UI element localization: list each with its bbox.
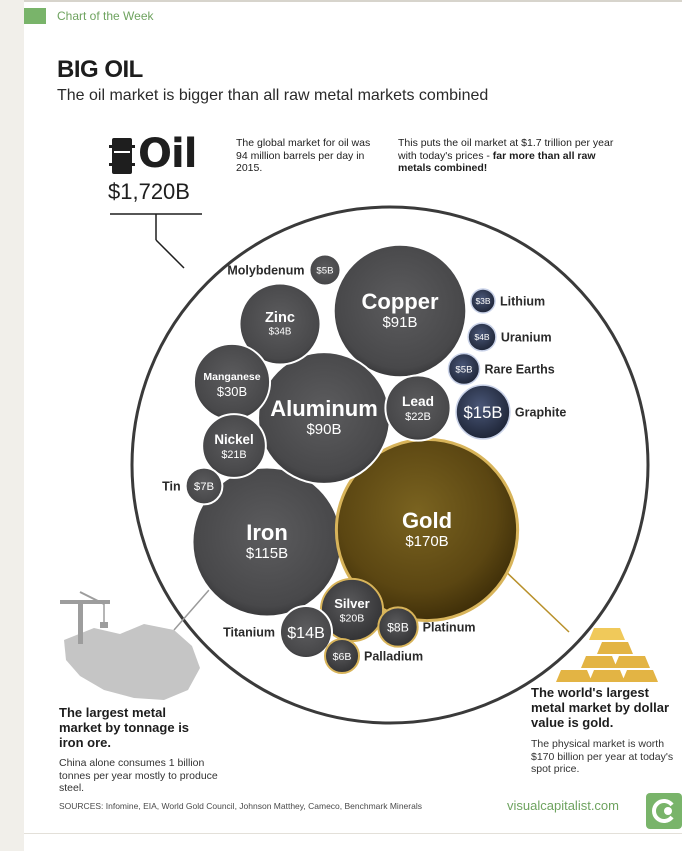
bubble-value-tin: $7B (194, 481, 214, 493)
bubble-value-molybdenum: $5B (316, 265, 333, 276)
gold-leader-line (499, 565, 570, 633)
bubble-label-iron: Iron (246, 520, 288, 545)
iron-callout-heading: The largest metal market by tonnage is i… (59, 705, 190, 750)
footer-rule (24, 833, 682, 834)
gold-callout-heading: The world's largest metal market by doll… (531, 685, 669, 730)
bubble-lead (384, 374, 452, 442)
bubble-value-platinum: $8B (387, 620, 409, 634)
bubble-value-silver: $20B (340, 613, 365, 625)
bubble-palladium (323, 637, 361, 675)
oil-note-right: This puts the oil market at $1.7 trillio… (398, 137, 628, 175)
bubble-platinum (377, 606, 419, 648)
kicker-label: Chart of the Week (57, 9, 154, 23)
oil-bracket (110, 213, 202, 269)
bubble-value-uranium: $4B (474, 332, 490, 342)
bubble-value-nickel: $21B (221, 449, 246, 461)
bubble-label-lithium: Lithium (500, 295, 545, 309)
bubble-lithium (470, 288, 496, 314)
bubble-graphite (455, 384, 511, 440)
bubble-value-lead: $22B (405, 411, 431, 423)
gold-bars-icon (556, 628, 658, 682)
bubble-value-rare-earths: $5B (455, 364, 472, 375)
bubble-value-copper: $91B (382, 314, 417, 331)
oil-note-left: The global market for oil was 94 million… (236, 137, 371, 174)
bubble-label-molybdenum: Molybdenum (227, 264, 304, 278)
bubble-label-aluminum: Aluminum (270, 396, 378, 421)
oil-note-right-plain: This puts the oil market at $1.7 trillio… (398, 137, 614, 162)
oil-value: $1,720B (108, 179, 190, 204)
bubble-value-iron: $115B (246, 545, 288, 562)
bubble-value-gold: $170B (405, 533, 448, 550)
bubble-value-aluminum: $90B (306, 421, 341, 438)
brand-logo-icon (646, 793, 682, 829)
bubble-rare-earths (447, 352, 481, 386)
bubble-label-lead: Lead (402, 394, 434, 409)
page-title: BIG OIL (57, 56, 143, 83)
top-rule (24, 0, 682, 2)
bubble-label-graphite: Graphite (515, 406, 566, 420)
bubble-label-rare-earths: Rare Earths (485, 363, 555, 377)
brand-link[interactable]: visualcapitalist.com (507, 798, 619, 813)
bubble-label-nickel: Nickel (214, 432, 253, 447)
bubble-value-graphite: $15B (464, 403, 503, 422)
bubble-uranium (467, 322, 497, 352)
infographic-page: Chart of the Week BIG OIL The oil market… (24, 0, 682, 851)
bubble-label-zinc: Zinc (265, 310, 295, 326)
bubble-label-platinum: Platinum (423, 621, 476, 635)
bubble-label-titanium: Titanium (223, 626, 275, 640)
bubble-label-palladium: Palladium (364, 650, 423, 664)
bubble-label-uranium: Uranium (501, 331, 552, 345)
bubble-label-gold: Gold (402, 508, 452, 533)
kicker-bar (24, 8, 46, 24)
bubble-tin (184, 466, 224, 506)
bubble-value-palladium: $6B (333, 651, 352, 663)
bubble-copper (332, 243, 468, 379)
bubble-molybdenum (308, 253, 342, 287)
bubble-value-manganese: $30B (217, 384, 247, 399)
bubble-label-manganese: Manganese (203, 371, 260, 383)
sources-note: SOURCES: Infomine, EIA, World Gold Counc… (59, 801, 422, 811)
bubble-group: Iron$115B Gold$170B Copper$91B Aluminum$90B… (162, 243, 566, 675)
oil-label: Oil (138, 131, 197, 177)
bubble-zinc (238, 282, 322, 366)
gold-callout-body: The physical market is worth $170 billio… (531, 738, 674, 775)
bubble-nickel (201, 413, 267, 479)
bubble-label-silver: Silver (334, 596, 370, 611)
bubble-label-copper: Copper (362, 289, 439, 314)
bubble-label-tin: Tin (162, 480, 181, 494)
china-map-icon (60, 591, 200, 700)
page-subtitle: The oil market is bigger than all raw me… (57, 87, 489, 104)
oil-note-right-bold: far more than all raw metals combined! (398, 149, 596, 175)
iron-callout-body: China alone consumes 1 billion tonnes pe… (59, 757, 218, 794)
bubble-value-zinc: $34B (269, 327, 292, 338)
bubble-chart: Iron$115B Gold$170B Copper$91B Aluminum$90B… (60, 138, 658, 725)
bubble-titanium (278, 604, 334, 660)
bubble-value-titanium: $14B (287, 624, 325, 642)
oil-barrel-icon (109, 138, 135, 174)
bubble-value-lithium: $3B (475, 296, 490, 306)
